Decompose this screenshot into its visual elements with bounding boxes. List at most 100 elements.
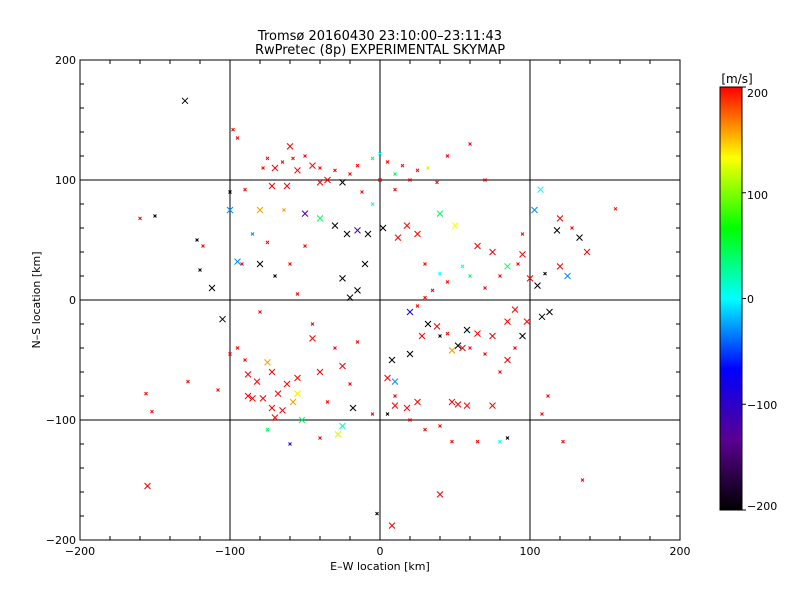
data-point: [310, 322, 315, 326]
y-tick-label: 0: [69, 294, 76, 307]
y-tick-label: −200: [46, 534, 76, 547]
x-tick-label: 200: [670, 545, 691, 558]
data-point: [540, 412, 544, 416]
data-point: [468, 142, 472, 146]
data-point: [385, 412, 390, 416]
data-point: [546, 394, 550, 398]
data-point: [234, 258, 241, 265]
data-point: [280, 160, 285, 164]
data-point: [360, 190, 364, 194]
data-point: [454, 342, 462, 349]
data-point: [570, 226, 574, 230]
data-point: [256, 260, 264, 268]
chart-subtitle: RwPretec (8p) EXPERIMENTAL SKYMAP: [255, 43, 505, 58]
data-point: [564, 272, 571, 280]
data-point: [219, 315, 226, 323]
data-point: [498, 274, 502, 278]
data-point: [361, 260, 369, 268]
data-point: [433, 323, 441, 330]
data-point: [408, 178, 412, 182]
data-point: [316, 215, 324, 222]
chart-title: Tromsø 20160430 23:10:00–23:11:43: [257, 29, 502, 44]
data-point: [468, 274, 472, 278]
data-point: [265, 156, 270, 161]
data-point: [393, 187, 397, 192]
data-point: [505, 436, 510, 440]
data-point: [235, 346, 240, 350]
data-point: [415, 168, 420, 173]
data-point: [295, 292, 300, 296]
data-point: [244, 371, 252, 378]
data-point: [289, 398, 297, 406]
colorbar-ticks: [742, 86, 746, 511]
data-point: [138, 216, 142, 221]
axis-ticks: [79, 59, 681, 541]
grid-lines: [80, 60, 680, 540]
data-point: [406, 308, 414, 316]
data-point: [523, 318, 531, 325]
x-tick-label: −100: [215, 545, 245, 558]
data-point: [301, 210, 309, 217]
data-point: [474, 242, 481, 250]
data-point: [474, 330, 481, 337]
data-point: [309, 335, 316, 342]
data-point: [516, 262, 520, 266]
data-point: [303, 154, 307, 158]
data-point: [261, 166, 265, 170]
data-point: [216, 388, 220, 392]
data-point: [451, 222, 459, 229]
data-point: [460, 264, 465, 269]
data-point: [339, 422, 346, 430]
data-point: [511, 306, 519, 313]
data-point: [448, 347, 456, 354]
data-point: [403, 404, 411, 412]
data-point: [556, 215, 564, 222]
data-point: [181, 97, 189, 105]
data-point: [475, 439, 480, 444]
data-point: [318, 436, 322, 440]
data-point: [438, 424, 442, 428]
data-point: [468, 346, 472, 350]
data-point: [343, 230, 351, 238]
data-point: [489, 402, 496, 409]
data-point: [504, 318, 511, 325]
data-point: [424, 320, 432, 328]
data-point: [355, 163, 360, 168]
colorbar-tick-label: −200: [747, 500, 777, 513]
x-axis-label: E–W location [km]: [330, 560, 430, 573]
data-point: [438, 334, 442, 338]
data-point: [415, 304, 420, 308]
data-point: [259, 395, 267, 402]
data-point: [339, 179, 346, 186]
data-point: [546, 308, 553, 316]
data-point: [435, 180, 439, 185]
data-point: [513, 346, 517, 350]
data-point: [283, 182, 291, 190]
data-point: [316, 368, 324, 376]
data-point: [463, 326, 471, 334]
data-point: [445, 331, 450, 336]
data-point: [423, 262, 427, 266]
data-point: [333, 346, 337, 350]
data-point: [408, 418, 412, 422]
data-point: [144, 482, 151, 490]
data-point: [282, 208, 286, 212]
data-point: [519, 332, 526, 340]
data-point: [385, 160, 390, 164]
data-point: [504, 263, 511, 270]
y-axis-label: N–S location [km]: [30, 251, 43, 348]
data-point: [258, 310, 262, 314]
data-point: [489, 332, 496, 340]
data-point: [520, 232, 525, 236]
data-point: [243, 187, 247, 192]
data-point: [403, 222, 411, 229]
data-point: [231, 127, 235, 132]
colorbar-unit-label: [m/s]: [721, 72, 752, 86]
data-point: [430, 288, 435, 293]
data-point: [498, 439, 502, 444]
data-point: [286, 143, 294, 150]
data-point: [195, 238, 199, 242]
data-point: [364, 230, 372, 238]
x-tick-label: 0: [377, 545, 384, 558]
